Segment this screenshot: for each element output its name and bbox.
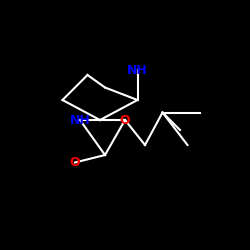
Text: O: O — [120, 114, 130, 126]
Text: NH: NH — [70, 114, 90, 126]
Text: O: O — [70, 156, 80, 169]
Text: NH: NH — [127, 64, 148, 76]
